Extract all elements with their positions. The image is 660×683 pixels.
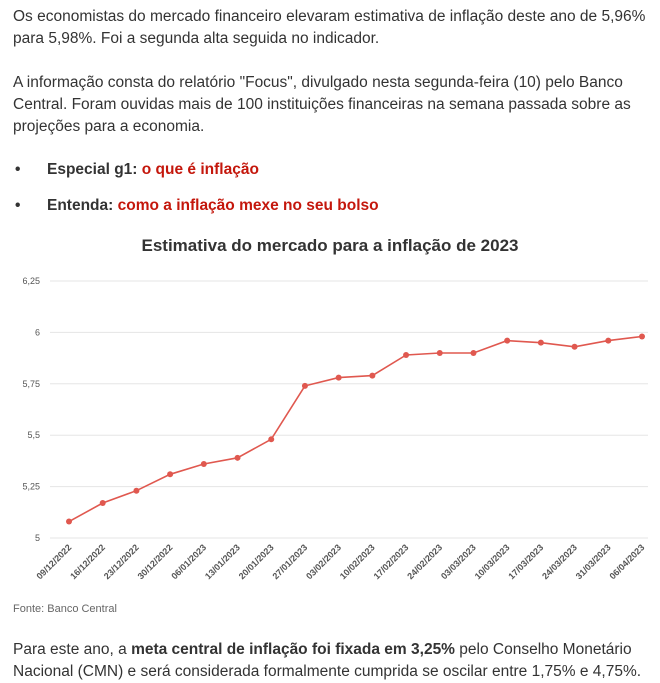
link-inflacao-no-bolso[interactable]: como a inflação mexe no seu bolso — [117, 197, 379, 214]
link-o-que-e-inflacao[interactable]: o que é inflação — [141, 161, 259, 178]
x-tick-label: 24/02/2023 — [405, 542, 444, 581]
paragraph-inflation-target: Para este ano, a meta central de inflaçã… — [13, 639, 653, 683]
x-tick-label: 03/02/2023 — [304, 542, 343, 581]
data-point — [234, 454, 241, 461]
x-tick-label: 31/03/2023 — [574, 542, 613, 581]
data-point — [605, 337, 612, 344]
data-point — [200, 460, 207, 467]
data-point — [167, 471, 174, 478]
data-point — [571, 343, 578, 350]
data-point — [133, 487, 140, 494]
data-point — [470, 349, 477, 356]
chart-title: Estimativa do mercado para a inflação de… — [141, 236, 519, 255]
y-tick-label: 6 — [35, 327, 40, 337]
y-tick-label: 5,25 — [22, 482, 40, 492]
data-point — [639, 333, 645, 340]
x-tick-label: 10/02/2023 — [338, 542, 377, 581]
y-tick-label: 5 — [35, 533, 40, 543]
paragraph-focus-report: A informação consta do relatório "Focus"… — [13, 74, 631, 135]
bullet-prefix: Entenda: — [47, 197, 114, 214]
x-tick-label: 23/12/2022 — [102, 542, 141, 581]
paragraph-intro: Os economistas do mercado financeiro ele… — [13, 8, 646, 47]
x-tick-label: 13/01/2023 — [203, 542, 242, 581]
data-point — [335, 374, 342, 381]
series-line — [68, 335, 643, 523]
target-highlight: meta central de inflação foi fixada em 3… — [131, 641, 455, 658]
x-tick-label: 17/02/2023 — [372, 542, 411, 581]
data-point — [99, 500, 106, 507]
target-text-end: pelo Conselho Monetário Nacional (CMN) e… — [13, 641, 642, 680]
target-text-start: Para este ano, a — [13, 641, 132, 658]
related-links-list: • Especial g1: o que é inflação • Entend… — [13, 158, 379, 230]
data-point — [268, 436, 275, 443]
bullet-icon: • — [15, 161, 21, 178]
x-tick-label: 03/03/2023 — [439, 542, 478, 581]
x-tick-label: 24/03/2023 — [540, 542, 579, 581]
x-tick-label: 30/12/2022 — [136, 542, 175, 581]
data-point — [66, 518, 72, 525]
data-point — [369, 372, 376, 379]
x-tick-label: 10/03/2023 — [473, 542, 512, 581]
x-tick-label: 06/04/2023 — [607, 542, 646, 581]
data-point — [504, 337, 511, 344]
x-tick-label: 09/12/2022 — [34, 542, 73, 581]
x-tick-label: 06/01/2023 — [169, 542, 208, 581]
data-point — [301, 382, 308, 389]
x-tick-label: 17/03/2023 — [506, 542, 545, 581]
y-tick-label: 5,5 — [27, 430, 40, 440]
bullet-prefix: Especial g1: — [47, 161, 138, 178]
y-tick-label: 5,75 — [22, 379, 40, 389]
inflation-line-chart: 5 5,25 5,5 5,75 6 6,25 09/12/202216/12/202223/… — [22, 276, 648, 581]
data-point — [537, 339, 544, 346]
list-item: • Especial g1: o que é inflação — [13, 158, 379, 194]
list-item: • Entenda: como a inflação mexe no seu b… — [13, 194, 379, 230]
bullet-icon: • — [15, 197, 21, 214]
y-tick-label: 6,25 — [22, 276, 40, 286]
x-tick-label: 16/12/2022 — [68, 542, 107, 581]
x-tick-label: 27/01/2023 — [270, 542, 309, 581]
chart-source: Fonte: Banco Central — [13, 603, 117, 615]
x-tick-label: 20/01/2023 — [237, 542, 276, 581]
data-point — [436, 349, 443, 356]
data-point — [403, 352, 410, 359]
